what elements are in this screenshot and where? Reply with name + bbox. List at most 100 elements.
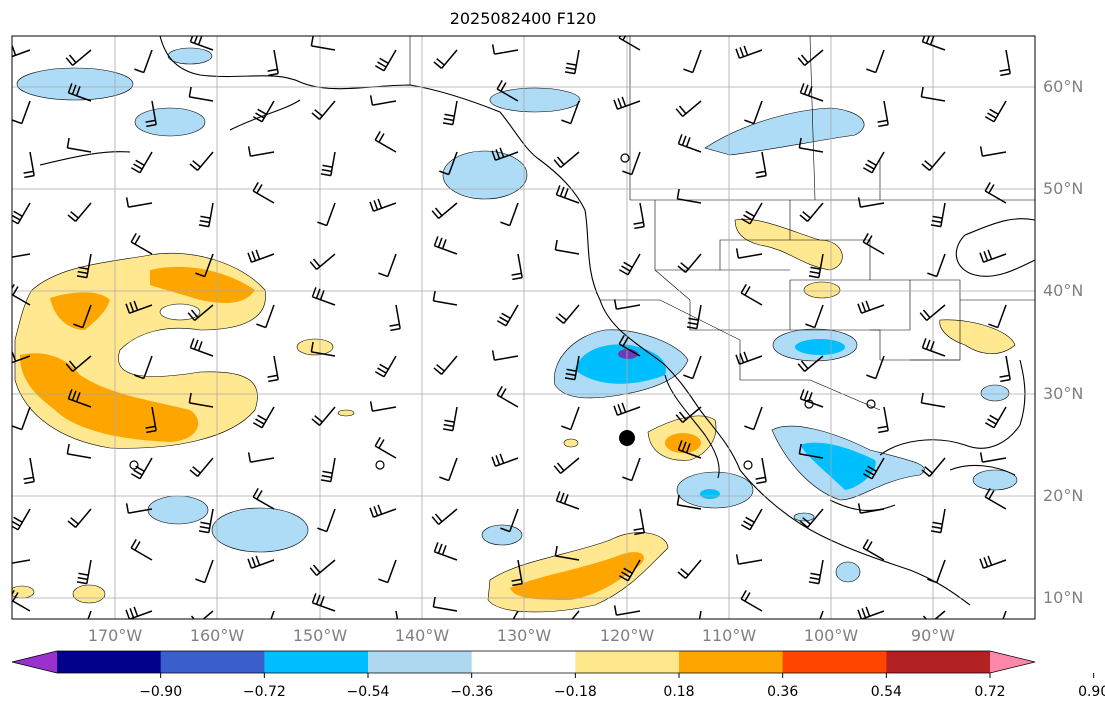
wind-barb xyxy=(252,100,275,123)
wind-barb xyxy=(125,503,153,514)
wind-barb xyxy=(798,443,824,459)
wind-barb xyxy=(270,610,275,619)
wind-barb xyxy=(511,559,523,587)
wind-barb xyxy=(125,606,153,619)
longitude-tick-label: 140°W xyxy=(394,626,450,645)
latitude-tick-label: 30°N xyxy=(1043,384,1084,403)
colorbar-bin xyxy=(886,651,991,673)
wind-barb xyxy=(675,100,702,118)
wind-barb xyxy=(675,406,702,424)
colorbar-bin xyxy=(782,651,887,673)
wind-barb xyxy=(317,508,336,533)
latitude-tick-label: 40°N xyxy=(1043,281,1084,300)
wind-barb xyxy=(442,100,458,126)
wind-barb xyxy=(797,49,824,67)
wind-barb xyxy=(374,130,397,153)
wind-barb xyxy=(857,197,885,208)
wind-barb xyxy=(927,253,946,278)
wind-barb xyxy=(12,559,31,564)
wind-barb xyxy=(862,151,885,174)
wind-barb xyxy=(76,253,92,279)
colorbar-bin xyxy=(471,651,576,673)
wind-barb xyxy=(677,559,702,579)
wind-barb xyxy=(130,232,153,255)
wind-barb xyxy=(189,36,214,51)
wind-barb xyxy=(252,181,275,204)
wind-barb xyxy=(740,589,763,612)
wind-barb xyxy=(755,151,767,179)
wind-barb xyxy=(145,100,157,128)
wind-barb xyxy=(564,49,580,75)
wind-barb xyxy=(433,49,458,69)
wind-barb xyxy=(374,436,397,459)
wind-barb xyxy=(65,49,92,67)
colorbar-tick-label: −0.36 xyxy=(450,684,494,700)
wind-barb xyxy=(188,392,214,408)
wind-barb xyxy=(877,406,889,434)
longitude-tick-label: 170°W xyxy=(87,626,143,645)
wind-barb xyxy=(500,508,519,533)
wind-barb xyxy=(433,355,458,375)
wind-barb xyxy=(979,452,1007,463)
wind-barb xyxy=(622,151,641,176)
wind-barb xyxy=(389,304,401,332)
colorbar-bin xyxy=(57,651,162,673)
wind-barb xyxy=(677,253,702,273)
wind-barb xyxy=(921,338,946,357)
wind-barb xyxy=(735,351,763,365)
wind-barb xyxy=(677,440,702,459)
longitude-tick-label: 120°W xyxy=(599,626,655,645)
colorbar-tick-label: 0.90 xyxy=(1078,684,1105,700)
wind-barb xyxy=(309,559,336,577)
wind-barb xyxy=(134,49,153,74)
wind-barb xyxy=(921,151,946,171)
wind-barb xyxy=(195,559,214,584)
wind-barb xyxy=(431,202,458,220)
negative-anomaly-region xyxy=(16,67,134,101)
wind-barb xyxy=(66,137,92,153)
wind-barb xyxy=(564,355,580,381)
wind-barb xyxy=(134,355,153,380)
wind-barb xyxy=(571,610,580,619)
colorbar-tick-label: 0.72 xyxy=(974,684,1006,700)
wind-barb xyxy=(369,504,397,518)
wind-barb xyxy=(433,542,458,561)
wind-barb xyxy=(12,45,31,58)
wind-barb xyxy=(1002,610,1007,619)
wind-barb xyxy=(866,355,885,380)
wind-barb xyxy=(999,355,1011,383)
positive-anomaly-core xyxy=(50,292,110,330)
colorbar-tick-label: −0.54 xyxy=(346,684,390,700)
wind-barb xyxy=(735,45,763,59)
wind-barb xyxy=(198,508,214,534)
wind-barb xyxy=(67,83,92,102)
wind-barb xyxy=(433,236,458,255)
wind-barb xyxy=(984,100,1007,123)
wind-barb xyxy=(921,36,946,51)
wind-barb xyxy=(511,253,523,281)
wind-barb xyxy=(395,610,399,619)
wind-barb xyxy=(145,406,157,434)
wind-barb xyxy=(979,146,1007,157)
wind-barb xyxy=(501,610,519,619)
wind-barb xyxy=(125,197,153,208)
wind-barb xyxy=(23,457,35,485)
colorbar-tick-label: −0.90 xyxy=(139,684,183,700)
wind-barb xyxy=(554,545,580,561)
wind-barb xyxy=(378,253,397,278)
wind-barb xyxy=(561,406,580,431)
colorbar-tick-label: 0.18 xyxy=(663,684,695,700)
colorbar-tick-label: −0.18 xyxy=(553,684,597,700)
wind-barb xyxy=(797,355,824,373)
wind-barb xyxy=(683,49,702,74)
wind-barb xyxy=(189,338,214,357)
wind-barb xyxy=(66,443,92,459)
wind-barb xyxy=(310,341,336,357)
wind-barb xyxy=(67,202,92,222)
colorbar-tick-label: −0.72 xyxy=(242,684,286,700)
calm-wind-markers xyxy=(129,153,876,470)
latitude-tick-label: 60°N xyxy=(1043,77,1084,96)
wind-barb xyxy=(309,253,336,271)
wind-barb xyxy=(189,151,214,171)
longitude-tick-label: 160°W xyxy=(189,626,245,645)
